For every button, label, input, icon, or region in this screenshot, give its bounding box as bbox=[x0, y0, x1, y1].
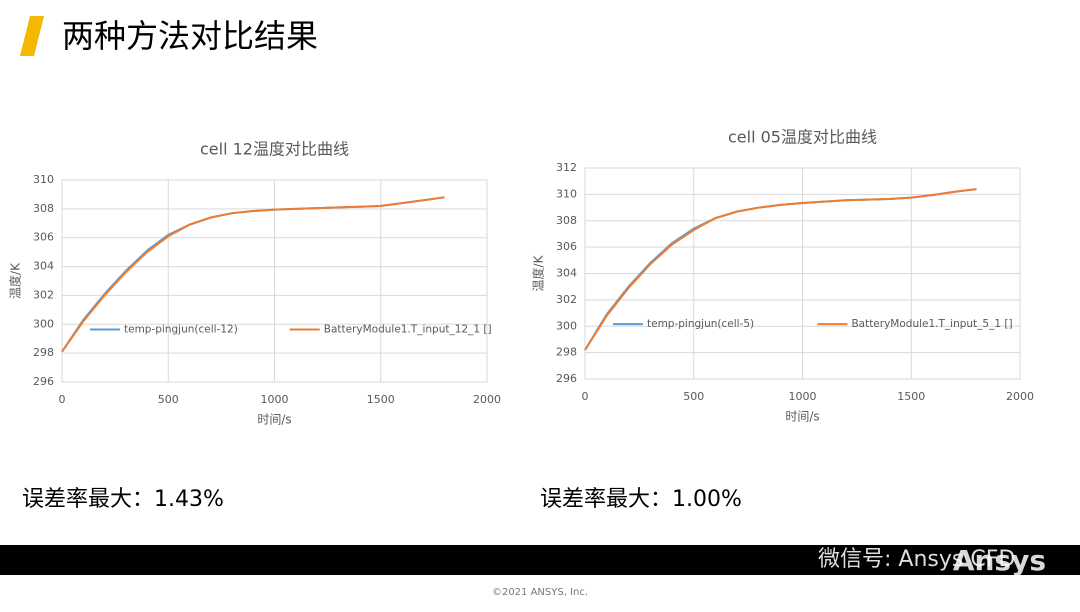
y-tick-label: 308 bbox=[556, 214, 577, 227]
chart-title: cell 05温度对比曲线 bbox=[728, 128, 877, 147]
legend-label: BatteryModule1.T_input_5_1 [] bbox=[851, 318, 1012, 330]
x-tick-label: 2000 bbox=[473, 393, 501, 406]
y-axis-label: 温度/K bbox=[8, 262, 23, 299]
y-tick-label: 312 bbox=[556, 161, 577, 174]
series-line bbox=[61, 196, 445, 353]
x-tick-label: 1000 bbox=[261, 393, 289, 406]
x-tick-label: 1000 bbox=[789, 390, 817, 403]
footer: ©2021 ANSYS, Inc. bbox=[492, 587, 588, 598]
y-tick-label: 310 bbox=[556, 187, 577, 200]
title-accent bbox=[20, 16, 44, 56]
note: 误差率最大：1.00% bbox=[540, 487, 742, 512]
y-tick-label: 300 bbox=[556, 319, 577, 332]
y-tick-label: 304 bbox=[556, 267, 577, 280]
legend-label: temp-pingjun(cell-5) bbox=[647, 318, 754, 330]
y-tick-label: 298 bbox=[33, 346, 54, 359]
x-tick-label: 500 bbox=[158, 393, 179, 406]
y-tick-label: 300 bbox=[33, 317, 54, 330]
y-tick-label: 306 bbox=[556, 240, 577, 253]
chart-title: cell 12温度对比曲线 bbox=[200, 140, 349, 159]
x-tick-label: 0 bbox=[59, 393, 66, 406]
y-tick-label: 302 bbox=[33, 288, 54, 301]
legend-label: BatteryModule1.T_input_12_1 [] bbox=[324, 323, 492, 335]
x-tick-label: 1500 bbox=[367, 393, 395, 406]
x-tick-label: 0 bbox=[582, 390, 589, 403]
watermark: 微信号: Ansys CFD bbox=[818, 547, 1015, 572]
legend-label: temp-pingjun(cell-12) bbox=[124, 323, 238, 335]
slide-title: 两种方法对比结果 bbox=[62, 17, 318, 55]
note: 误差率最大：1.43% bbox=[22, 487, 224, 512]
series-line bbox=[584, 188, 977, 351]
y-tick-label: 308 bbox=[33, 202, 54, 215]
footer-band bbox=[0, 545, 1080, 575]
x-axis-label: 时间/s bbox=[257, 413, 291, 427]
x-axis-label: 时间/s bbox=[785, 410, 819, 424]
x-tick-label: 500 bbox=[683, 390, 704, 403]
y-tick-label: 306 bbox=[33, 231, 54, 244]
y-tick-label: 310 bbox=[33, 173, 54, 186]
y-tick-label: 296 bbox=[33, 375, 54, 388]
x-tick-label: 1500 bbox=[897, 390, 925, 403]
y-tick-label: 302 bbox=[556, 293, 577, 306]
y-tick-label: 296 bbox=[556, 372, 577, 385]
y-axis-label: 温度/K bbox=[531, 254, 546, 291]
y-tick-label: 298 bbox=[556, 346, 577, 359]
x-tick-label: 2000 bbox=[1006, 390, 1034, 403]
y-tick-label: 304 bbox=[33, 260, 54, 273]
logo: Ansys bbox=[953, 544, 1046, 577]
